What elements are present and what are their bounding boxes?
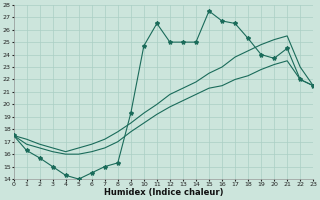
X-axis label: Humidex (Indice chaleur): Humidex (Indice chaleur)	[104, 188, 223, 197]
